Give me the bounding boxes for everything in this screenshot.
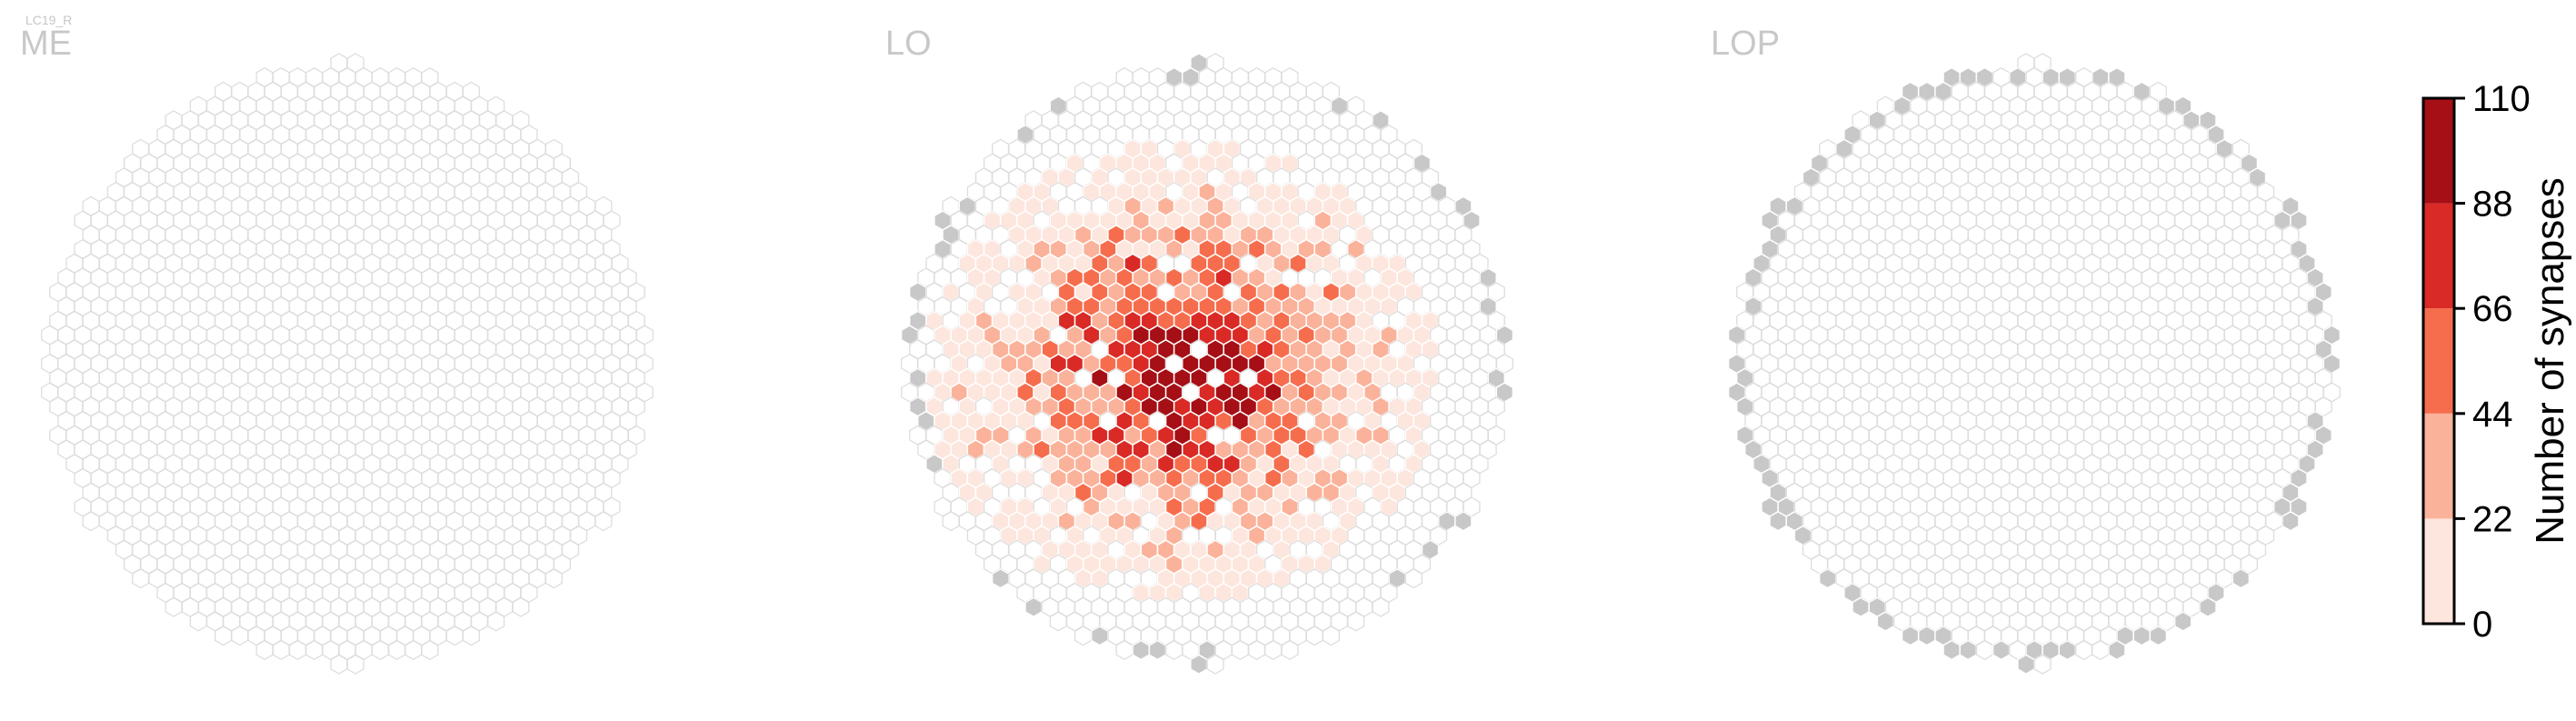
colorbar-ticks: 0 22 44 66 88 110 — [2454, 79, 2531, 645]
colorbar-tick-label: 44 — [2472, 395, 2513, 435]
lo-hex-cell — [1347, 611, 1365, 632]
lo-hex-cell — [1454, 511, 1473, 532]
me-hex-cell — [512, 596, 530, 617]
me-hex-cell — [215, 626, 233, 646]
lop-hex-cell — [1769, 511, 1787, 532]
lo-hex-cell — [1231, 639, 1249, 661]
lop-hex-cell — [1876, 611, 1894, 632]
lo-hex-cell — [992, 568, 1010, 589]
me-hex-cell — [594, 511, 613, 532]
lo-hex-cell — [1305, 626, 1323, 646]
lop-hex-cell — [2281, 511, 2300, 532]
lo-hex-cell — [1165, 639, 1183, 661]
lo-hex-cell — [1115, 639, 1133, 661]
lop-hex-cell — [1918, 626, 1936, 646]
lop-hex-cell — [1942, 640, 1961, 660]
lo-hex-cell — [1264, 639, 1283, 661]
panel-lo-title: LO — [885, 25, 932, 63]
lop-hex-cell — [1819, 568, 1837, 589]
colorbar-bin — [2423, 308, 2454, 414]
me-hex-cell — [445, 626, 464, 646]
colorbar-label: Number of synapses — [2528, 177, 2572, 545]
lo-hex-cell — [1281, 639, 1299, 661]
lop-hex-cell — [2058, 640, 2076, 660]
me-hex-cell — [544, 568, 563, 589]
lop-hex-cell — [2092, 639, 2110, 661]
lo-hex-cell — [1206, 654, 1224, 675]
lop-hex-cell — [2132, 626, 2151, 646]
lop-hex-cell — [2033, 654, 2052, 675]
panel-lo: LO — [885, 25, 1513, 675]
lo-hex-cell — [1148, 640, 1166, 660]
lop-hex-cell — [1975, 639, 1994, 661]
colorbar-bin — [2423, 518, 2454, 624]
lop-hex-cell — [2108, 640, 2126, 660]
me-hex-cell — [305, 639, 324, 661]
lop-hex-cell — [2199, 596, 2217, 617]
lo-hex-cell — [1049, 611, 1067, 632]
me-hex-cell — [346, 654, 364, 675]
lop-hex-cell — [1852, 596, 1870, 617]
lop-hex-cell — [2149, 626, 2167, 646]
colorbar-bin — [2423, 413, 2454, 519]
me-hex-cell — [421, 639, 439, 661]
colorbar-tick-label: 22 — [2472, 499, 2513, 539]
me-hex-cell — [272, 639, 290, 661]
colorbar-tick-label: 110 — [2472, 79, 2531, 119]
colorbar-tick-label: 0 — [2472, 605, 2492, 645]
lop-hex-cell — [1959, 640, 1977, 660]
lo-hex-cell — [1190, 654, 1208, 675]
lo-hex-cell — [1024, 596, 1043, 617]
me-hex-cell — [165, 596, 183, 617]
colorbar-bin — [2423, 203, 2454, 309]
lop-hex-cell — [2074, 639, 2093, 661]
cell-type-label: LC19_R — [25, 13, 72, 27]
me-hex-cell — [82, 511, 100, 532]
me-hex-cell — [487, 611, 505, 632]
lo-hex-cell — [1404, 568, 1423, 589]
colorbar-tick-label: 66 — [2472, 289, 2513, 329]
lop-hex-cell — [1992, 640, 2011, 660]
me-hex-cell — [132, 568, 150, 589]
colorbar: 0 22 44 66 88 110 Number of synapses — [2421, 79, 2572, 645]
lo-hex-cell — [1091, 626, 1109, 646]
lop-hex-cell — [2174, 611, 2192, 632]
me-hex-cell — [371, 639, 389, 661]
lop-hex-cell — [2232, 568, 2250, 589]
panel-me: ME — [20, 25, 654, 675]
lo-hex-cell — [942, 511, 960, 532]
colorbar-bin — [2423, 98, 2454, 204]
me-hex-cell — [189, 611, 207, 632]
panel-lop-title: LOP — [1711, 25, 1780, 63]
me-hex-cell — [255, 639, 274, 661]
lo-hex-cell — [1372, 596, 1390, 617]
lo-hex-cell — [1322, 626, 1340, 646]
me-hex-cell — [387, 639, 406, 661]
panel-lop: LOP — [1711, 25, 2341, 675]
colorbar-bins — [2423, 98, 2454, 624]
lop-hex-cell — [1902, 626, 1920, 646]
colorbar-tick-label: 88 — [2472, 185, 2513, 225]
lo-hex-cell — [1248, 639, 1266, 661]
lo-hex-cell — [1132, 640, 1150, 660]
me-hex-cell — [462, 626, 480, 646]
me-hex-cell — [288, 639, 307, 661]
me-hex-cell — [330, 654, 348, 675]
lo-hex-cell — [1074, 626, 1093, 646]
me-hex-cell — [404, 639, 423, 661]
me-hex-cell — [231, 626, 249, 646]
panel-me-title: ME — [20, 25, 72, 63]
lop-hex-cell — [2017, 654, 2035, 675]
